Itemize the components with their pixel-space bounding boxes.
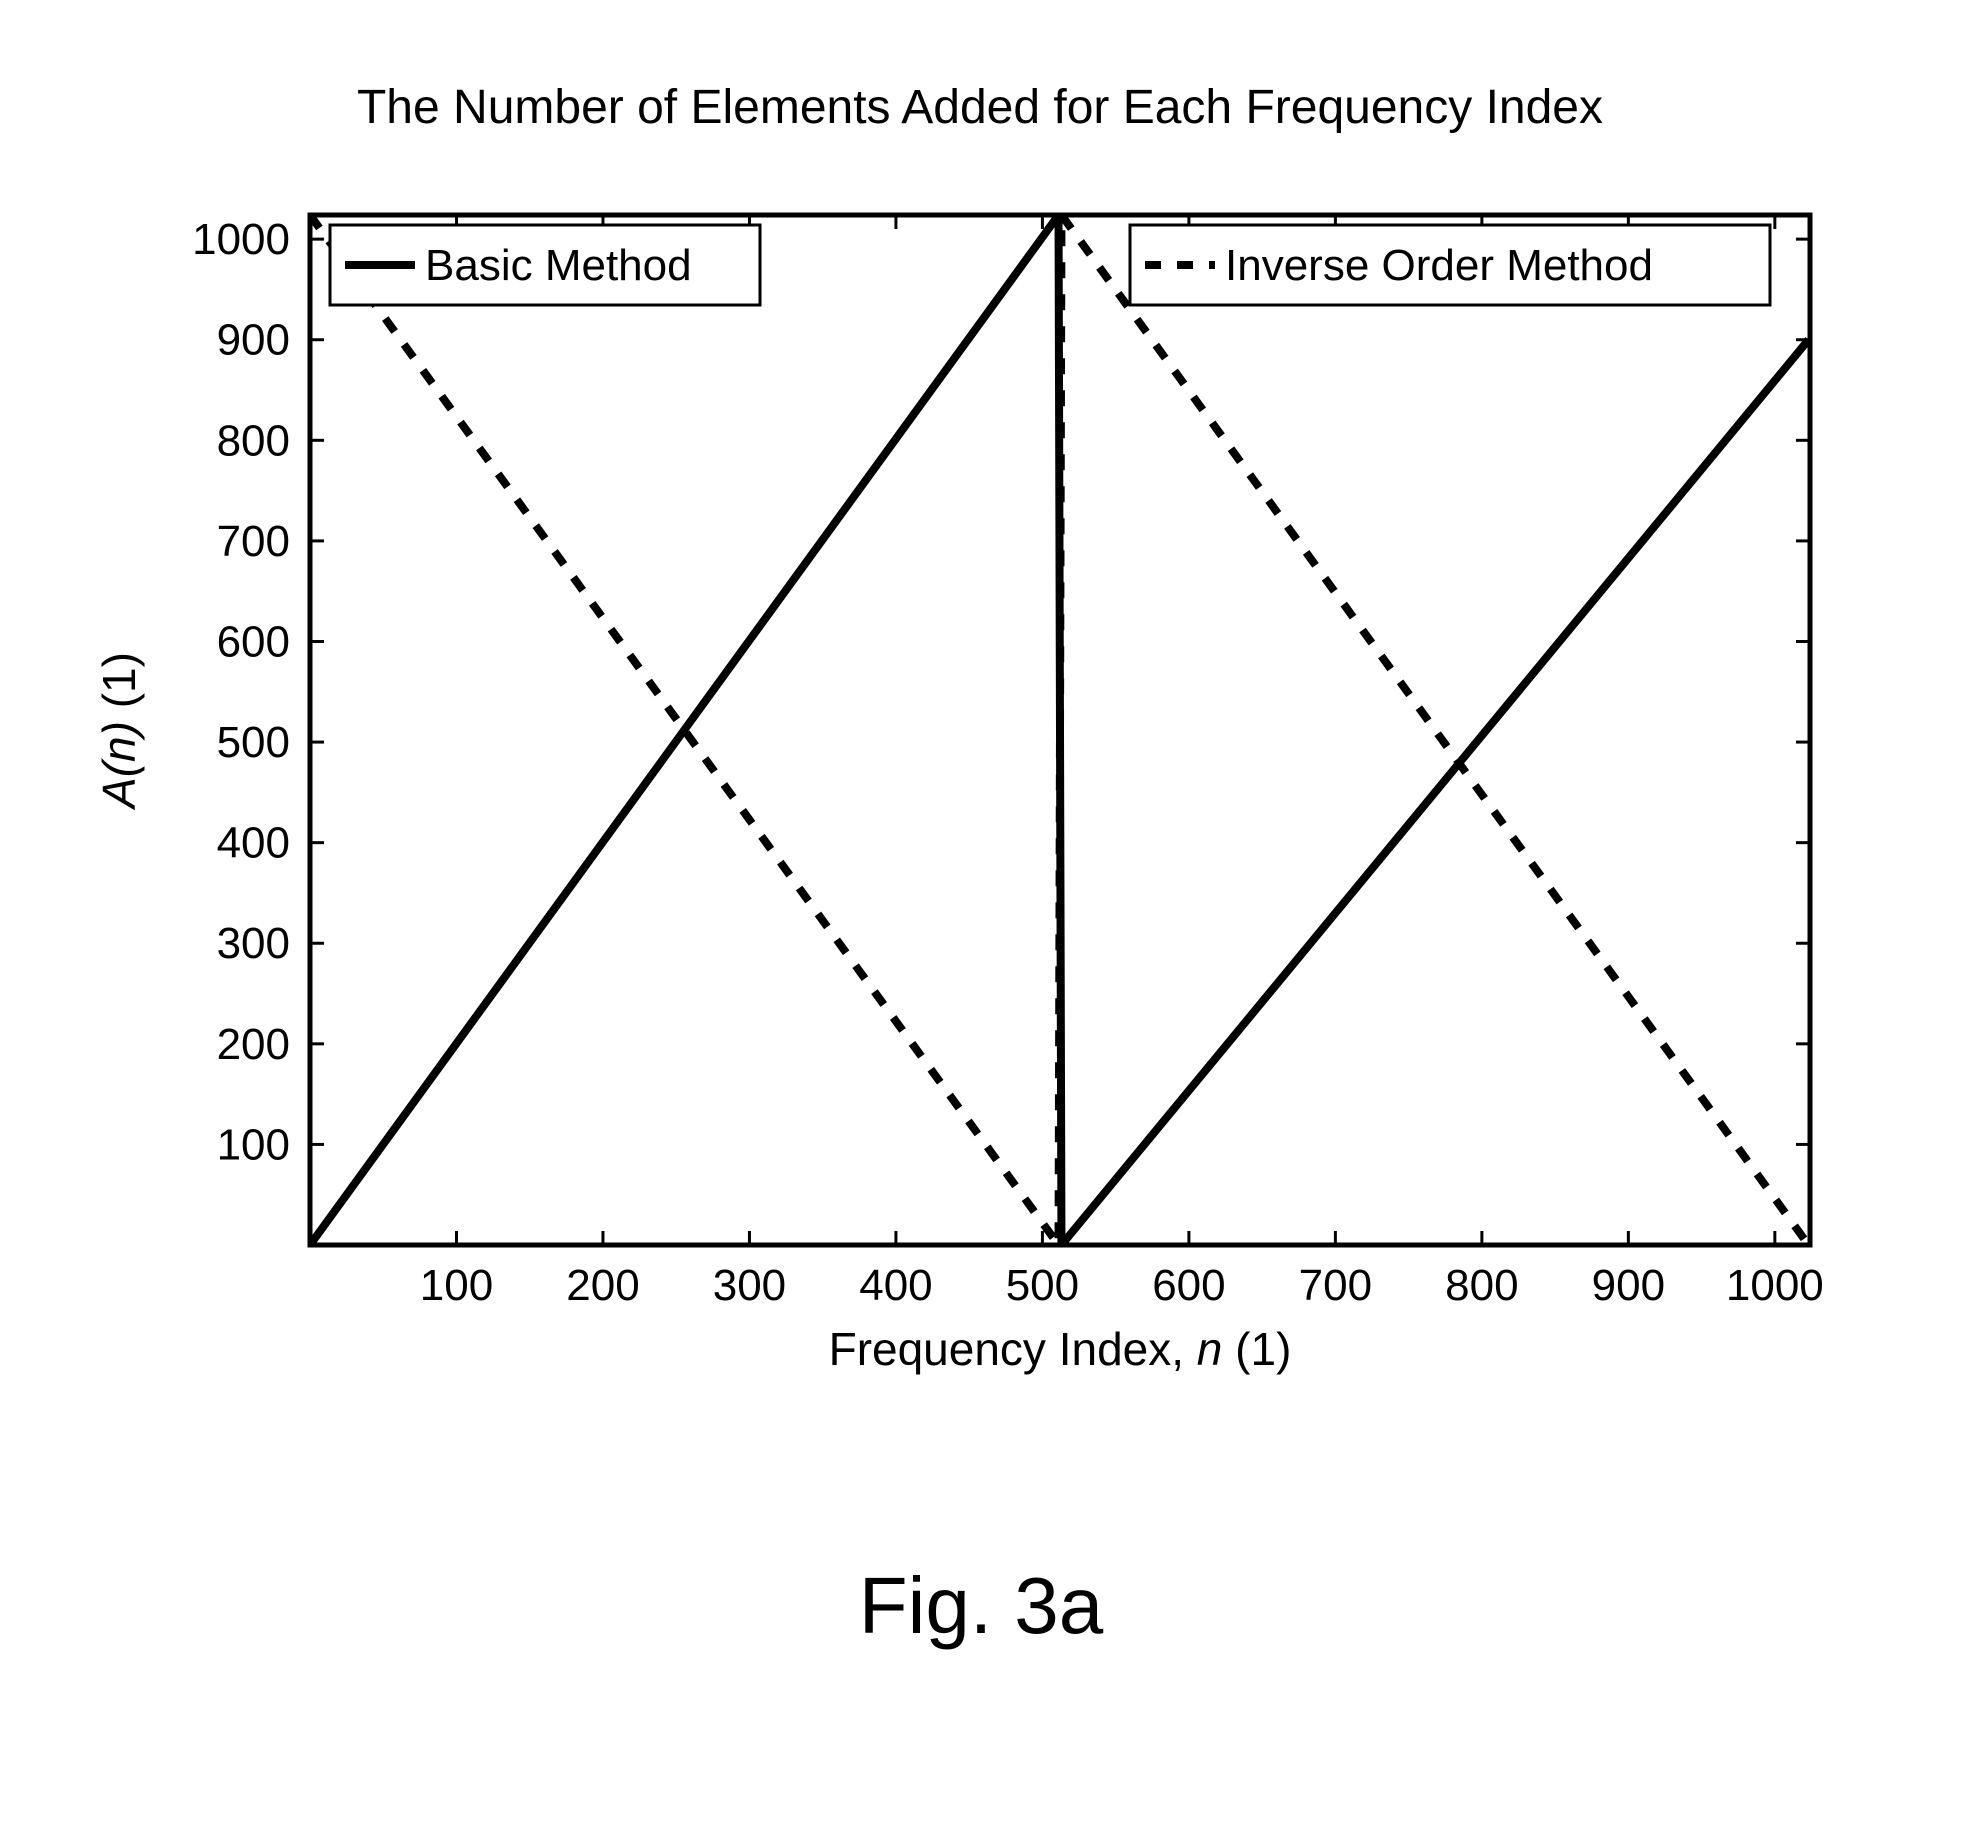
xtick-label: 300	[713, 1261, 786, 1310]
legend-entry: Basic Method	[330, 225, 760, 305]
ytick-label: 900	[217, 316, 290, 365]
ytick-label: 200	[217, 1020, 290, 1069]
chart-plot: 100 200 300 400 500 600 700 800 900 1000 100 200 300…	[80, 155, 1870, 1415]
xtick-label: 900	[1592, 1261, 1665, 1310]
ytick-label: 100	[217, 1120, 290, 1169]
xtick-label: 400	[859, 1261, 932, 1310]
xtick-label: 100	[420, 1261, 493, 1310]
legend-entry: Inverse Order Method	[1130, 225, 1770, 305]
x-axis-label: Frequency Index, n (1)	[829, 1323, 1292, 1375]
ytick-label: 300	[217, 919, 290, 968]
ytick-label: 700	[217, 517, 290, 566]
ytick-label: 800	[217, 416, 290, 465]
ytick-label: 400	[217, 819, 290, 868]
ytick-label: 600	[217, 617, 290, 666]
xtick-label: 500	[1006, 1261, 1079, 1310]
y-axis-label: A(n) (1)	[93, 652, 145, 811]
xtick-label: 800	[1445, 1261, 1518, 1310]
legend-label: Basic Method	[425, 241, 692, 290]
xtick-label: 700	[1299, 1261, 1372, 1310]
xtick-label: 200	[566, 1261, 639, 1310]
figure-label: Fig. 3a	[0, 1560, 1962, 1652]
legend-label: Inverse Order Method	[1225, 241, 1653, 290]
chart-title: The Number of Elements Added for Each Fr…	[80, 80, 1880, 135]
xtick-label: 600	[1152, 1261, 1225, 1310]
ytick-label: 500	[217, 718, 290, 767]
xtick-label: 1000	[1726, 1261, 1824, 1310]
ytick-label: 1000	[192, 215, 290, 264]
